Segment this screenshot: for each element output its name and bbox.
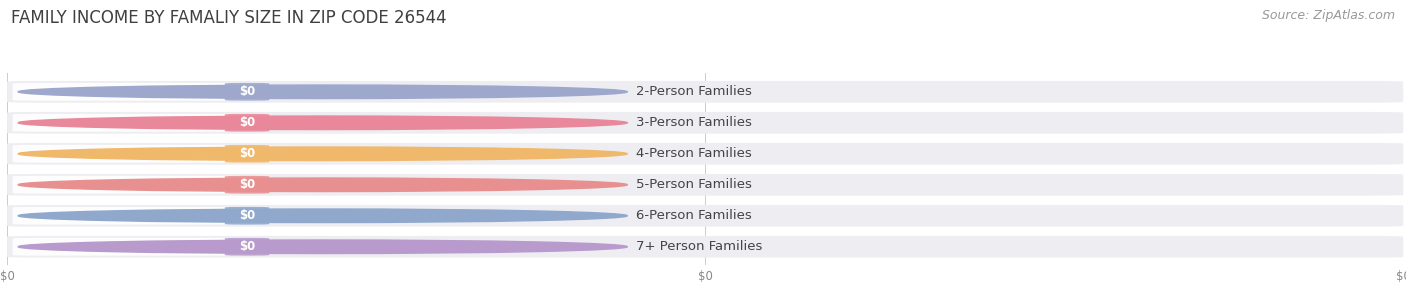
Text: $0: $0 (239, 209, 256, 222)
FancyBboxPatch shape (7, 143, 1403, 165)
Circle shape (18, 116, 627, 130)
FancyBboxPatch shape (13, 207, 271, 225)
FancyBboxPatch shape (7, 205, 1403, 227)
Text: 6-Person Families: 6-Person Families (636, 209, 751, 222)
Text: FAMILY INCOME BY FAMALIY SIZE IN ZIP CODE 26544: FAMILY INCOME BY FAMALIY SIZE IN ZIP COD… (11, 9, 447, 27)
Text: 3-Person Families: 3-Person Families (636, 116, 752, 129)
FancyBboxPatch shape (225, 238, 270, 256)
FancyBboxPatch shape (7, 81, 1403, 103)
Text: $0: $0 (239, 178, 256, 191)
FancyBboxPatch shape (225, 207, 270, 225)
Text: 5-Person Families: 5-Person Families (636, 178, 752, 191)
FancyBboxPatch shape (13, 114, 271, 132)
FancyBboxPatch shape (7, 174, 1403, 196)
FancyBboxPatch shape (7, 236, 1403, 258)
Text: $0: $0 (239, 240, 256, 253)
FancyBboxPatch shape (13, 145, 271, 163)
Circle shape (18, 147, 627, 160)
Text: $0: $0 (239, 85, 256, 98)
FancyBboxPatch shape (13, 83, 271, 101)
FancyBboxPatch shape (225, 83, 270, 101)
Text: $0: $0 (239, 116, 256, 129)
Text: 4-Person Families: 4-Person Families (636, 147, 751, 160)
FancyBboxPatch shape (7, 112, 1403, 134)
Circle shape (18, 178, 627, 192)
FancyBboxPatch shape (13, 238, 271, 256)
Text: 7+ Person Families: 7+ Person Families (636, 240, 762, 253)
Circle shape (18, 240, 627, 253)
FancyBboxPatch shape (225, 176, 270, 194)
Text: Source: ZipAtlas.com: Source: ZipAtlas.com (1261, 9, 1395, 22)
Text: $0: $0 (239, 147, 256, 160)
Circle shape (18, 209, 627, 223)
Text: 2-Person Families: 2-Person Families (636, 85, 752, 98)
FancyBboxPatch shape (225, 114, 270, 132)
FancyBboxPatch shape (225, 145, 270, 163)
Circle shape (18, 85, 627, 99)
FancyBboxPatch shape (13, 176, 271, 194)
